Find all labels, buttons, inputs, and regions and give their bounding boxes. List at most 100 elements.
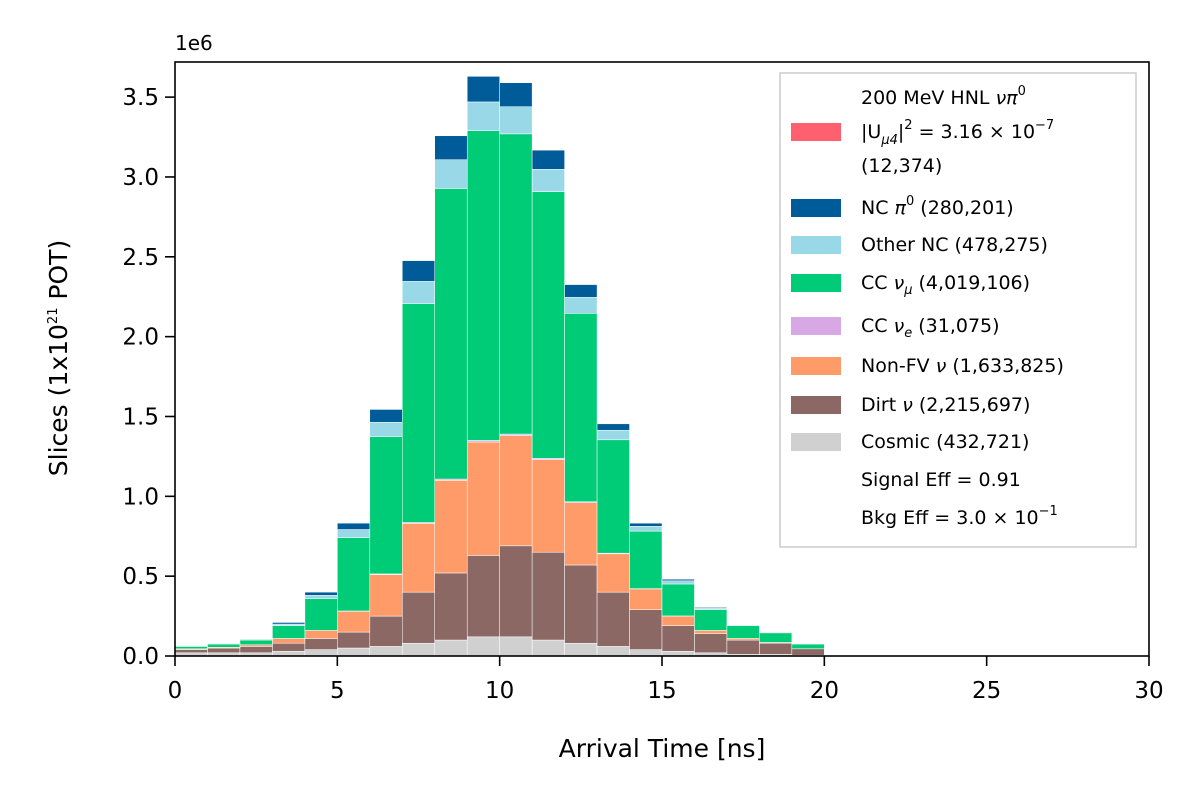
bar-dirt-bin-14: [629, 609, 663, 650]
y-axis-ticks: 0.0 0.5 1.0 1.5 2.0 2.5 3.0 3.5: [122, 85, 175, 670]
bar-nonfv-bin-13: [596, 553, 630, 593]
bar-dirt-bin-19: [791, 648, 825, 656]
bar-ccmu-bin-15: [661, 583, 695, 617]
legend-label-other-nc: Other NC (478,275): [861, 234, 1048, 256]
bar-ccmu-bin-19: [791, 643, 825, 650]
legend-label-nc-pi0: NC π0 (280,201): [861, 194, 1014, 219]
bar-ncpi0-bin-6: [369, 409, 403, 423]
legend-label-cc-numu: CC νμ (4,019,106): [861, 272, 1030, 298]
bar-ncpi0-bin-13: [596, 423, 630, 431]
legend-label-dirt: Dirt ν (2,215,697): [861, 394, 1030, 416]
bar-dirt-bin-12: [564, 564, 598, 644]
bar-ccmu-bin-6: [369, 436, 403, 575]
y-axis-offset-text: 1e6: [175, 31, 213, 55]
legend-frame: [779, 72, 1137, 548]
y-tick-label: 3.0: [122, 165, 159, 191]
bar-ncpi0-bin-12: [564, 284, 598, 298]
bar-ncpi0-bin-14: [629, 522, 663, 527]
legend-swatch-nc-pi0: [791, 199, 841, 217]
bar-dirt-bin-15: [661, 625, 695, 652]
bar-dirt-bin-1: [207, 647, 241, 654]
legend-swatch-non-fv: [791, 357, 841, 375]
bar-dirt-bin-13: [596, 591, 630, 647]
bar-nonfv-bin-3: [272, 638, 306, 644]
legend-swatch-cc-nue: [791, 317, 841, 335]
bar-nonfv-bin-9: [466, 441, 500, 556]
bar-cosmic-bin-13: [596, 646, 630, 657]
bar-nonfv-bin-15: [661, 615, 695, 626]
y-tick-label: 2.0: [122, 325, 159, 351]
y-tick-label: 3.5: [122, 85, 159, 111]
bar-ncpi0-bin-5: [337, 522, 371, 530]
x-tick-label: 20: [810, 678, 839, 704]
x-axis-label: Arrival Time [ns]: [559, 734, 766, 763]
legend-label-cc-nue: CC νe (31,075): [861, 315, 1000, 341]
bar-othernc-bin-8: [434, 159, 468, 189]
bar-dirt-bin-16: [694, 633, 728, 654]
legend-swatch-cc-numu: [791, 274, 841, 292]
legend: 200 MeV HNL νπ0 |Uμ4|2 = 3.16 × 10−7 (12…: [779, 72, 1137, 548]
bar-ccmu-bin-17: [726, 625, 760, 639]
bar-cosmic-bin-10: [499, 636, 533, 657]
bar-dirt-bin-3: [272, 642, 306, 652]
bar-cosmic-bin-14: [629, 649, 663, 657]
y-axis-label: Slices (1x1021 POT): [44, 240, 73, 476]
bar-othernc-bin-9: [466, 101, 500, 131]
y-tick-label: 1.5: [122, 404, 159, 430]
bar-cosmic-bin-9: [466, 636, 500, 657]
bar-othernc-bin-10: [499, 106, 533, 135]
legend-swatch-dirt: [791, 396, 841, 414]
bar-dirt-bin-11: [531, 551, 565, 641]
bar-ccmu-bin-7: [402, 303, 435, 523]
histogram-bars: [174, 76, 825, 657]
bar-ccmu-bin-11: [531, 191, 565, 459]
bar-othernc-bin-14: [629, 526, 663, 532]
y-tick-label: 1.0: [122, 484, 159, 510]
bar-nonfv-bin-7: [402, 523, 435, 593]
bar-dirt-bin-4: [304, 638, 338, 650]
bar-ccmu-bin-0: [174, 646, 208, 650]
bar-ccmu-bin-2: [239, 639, 273, 646]
bar-dirt-bin-10: [499, 545, 533, 638]
bar-ccmu-bin-3: [272, 625, 306, 639]
y-tick-label: 0.0: [122, 644, 159, 670]
bar-dirt-bin-0: [174, 649, 208, 654]
y-tick-label: 2.5: [122, 245, 159, 271]
legend-label-hnl-line1: 200 MeV HNL νπ0: [861, 84, 1026, 109]
bar-dirt-bin-6: [369, 615, 403, 647]
x-tick-label: 5: [330, 678, 345, 704]
x-tick-label: 30: [1134, 678, 1163, 704]
legend-signal-efficiency: Signal Eff = 0.91: [861, 469, 1021, 491]
legend-label-cosmic: Cosmic (432,721): [861, 431, 1029, 453]
bar-ncpi0-bin-10: [499, 82, 533, 107]
x-tick-label: 10: [485, 678, 514, 704]
bar-ccmu-bin-16: [694, 609, 728, 631]
bar-ccmu-bin-9: [466, 130, 500, 441]
bar-othernc-bin-6: [369, 421, 403, 437]
bar-cosmic-bin-8: [434, 639, 468, 657]
bar-dirt-bin-17: [726, 639, 760, 655]
bar-ccmu-bin-4: [304, 598, 338, 631]
bar-ccmu-bin-18: [759, 632, 793, 643]
bar-dirt-bin-8: [434, 572, 468, 641]
x-tick-label: 15: [647, 678, 676, 704]
bar-ncpi0-bin-9: [466, 76, 500, 103]
bar-nonfv-bin-4: [304, 630, 338, 639]
bar-ccmu-bin-1: [207, 643, 241, 648]
bar-ccmu-bin-10: [499, 133, 533, 435]
legend-label-hnl-line3: (12,374): [861, 155, 942, 177]
bar-nonfv-bin-8: [434, 480, 468, 574]
bar-othernc-bin-13: [596, 429, 630, 441]
bar-nonfv-bin-5: [337, 611, 371, 633]
bar-dirt-bin-5: [337, 631, 371, 649]
legend-swatch-cosmic: [791, 433, 841, 451]
bar-dirt-bin-9: [466, 555, 500, 638]
bar-ccmu-bin-13: [596, 439, 630, 554]
bar-ncpi0-bin-8: [434, 135, 468, 160]
legend-label-non-fv: Non-FV ν (1,633,825): [861, 355, 1064, 377]
legend-swatch-other-nc: [791, 236, 841, 254]
bar-cosmic-bin-7: [402, 642, 435, 657]
bar-ccmu-bin-14: [629, 530, 663, 589]
bar-nonfv-bin-12: [564, 502, 598, 566]
